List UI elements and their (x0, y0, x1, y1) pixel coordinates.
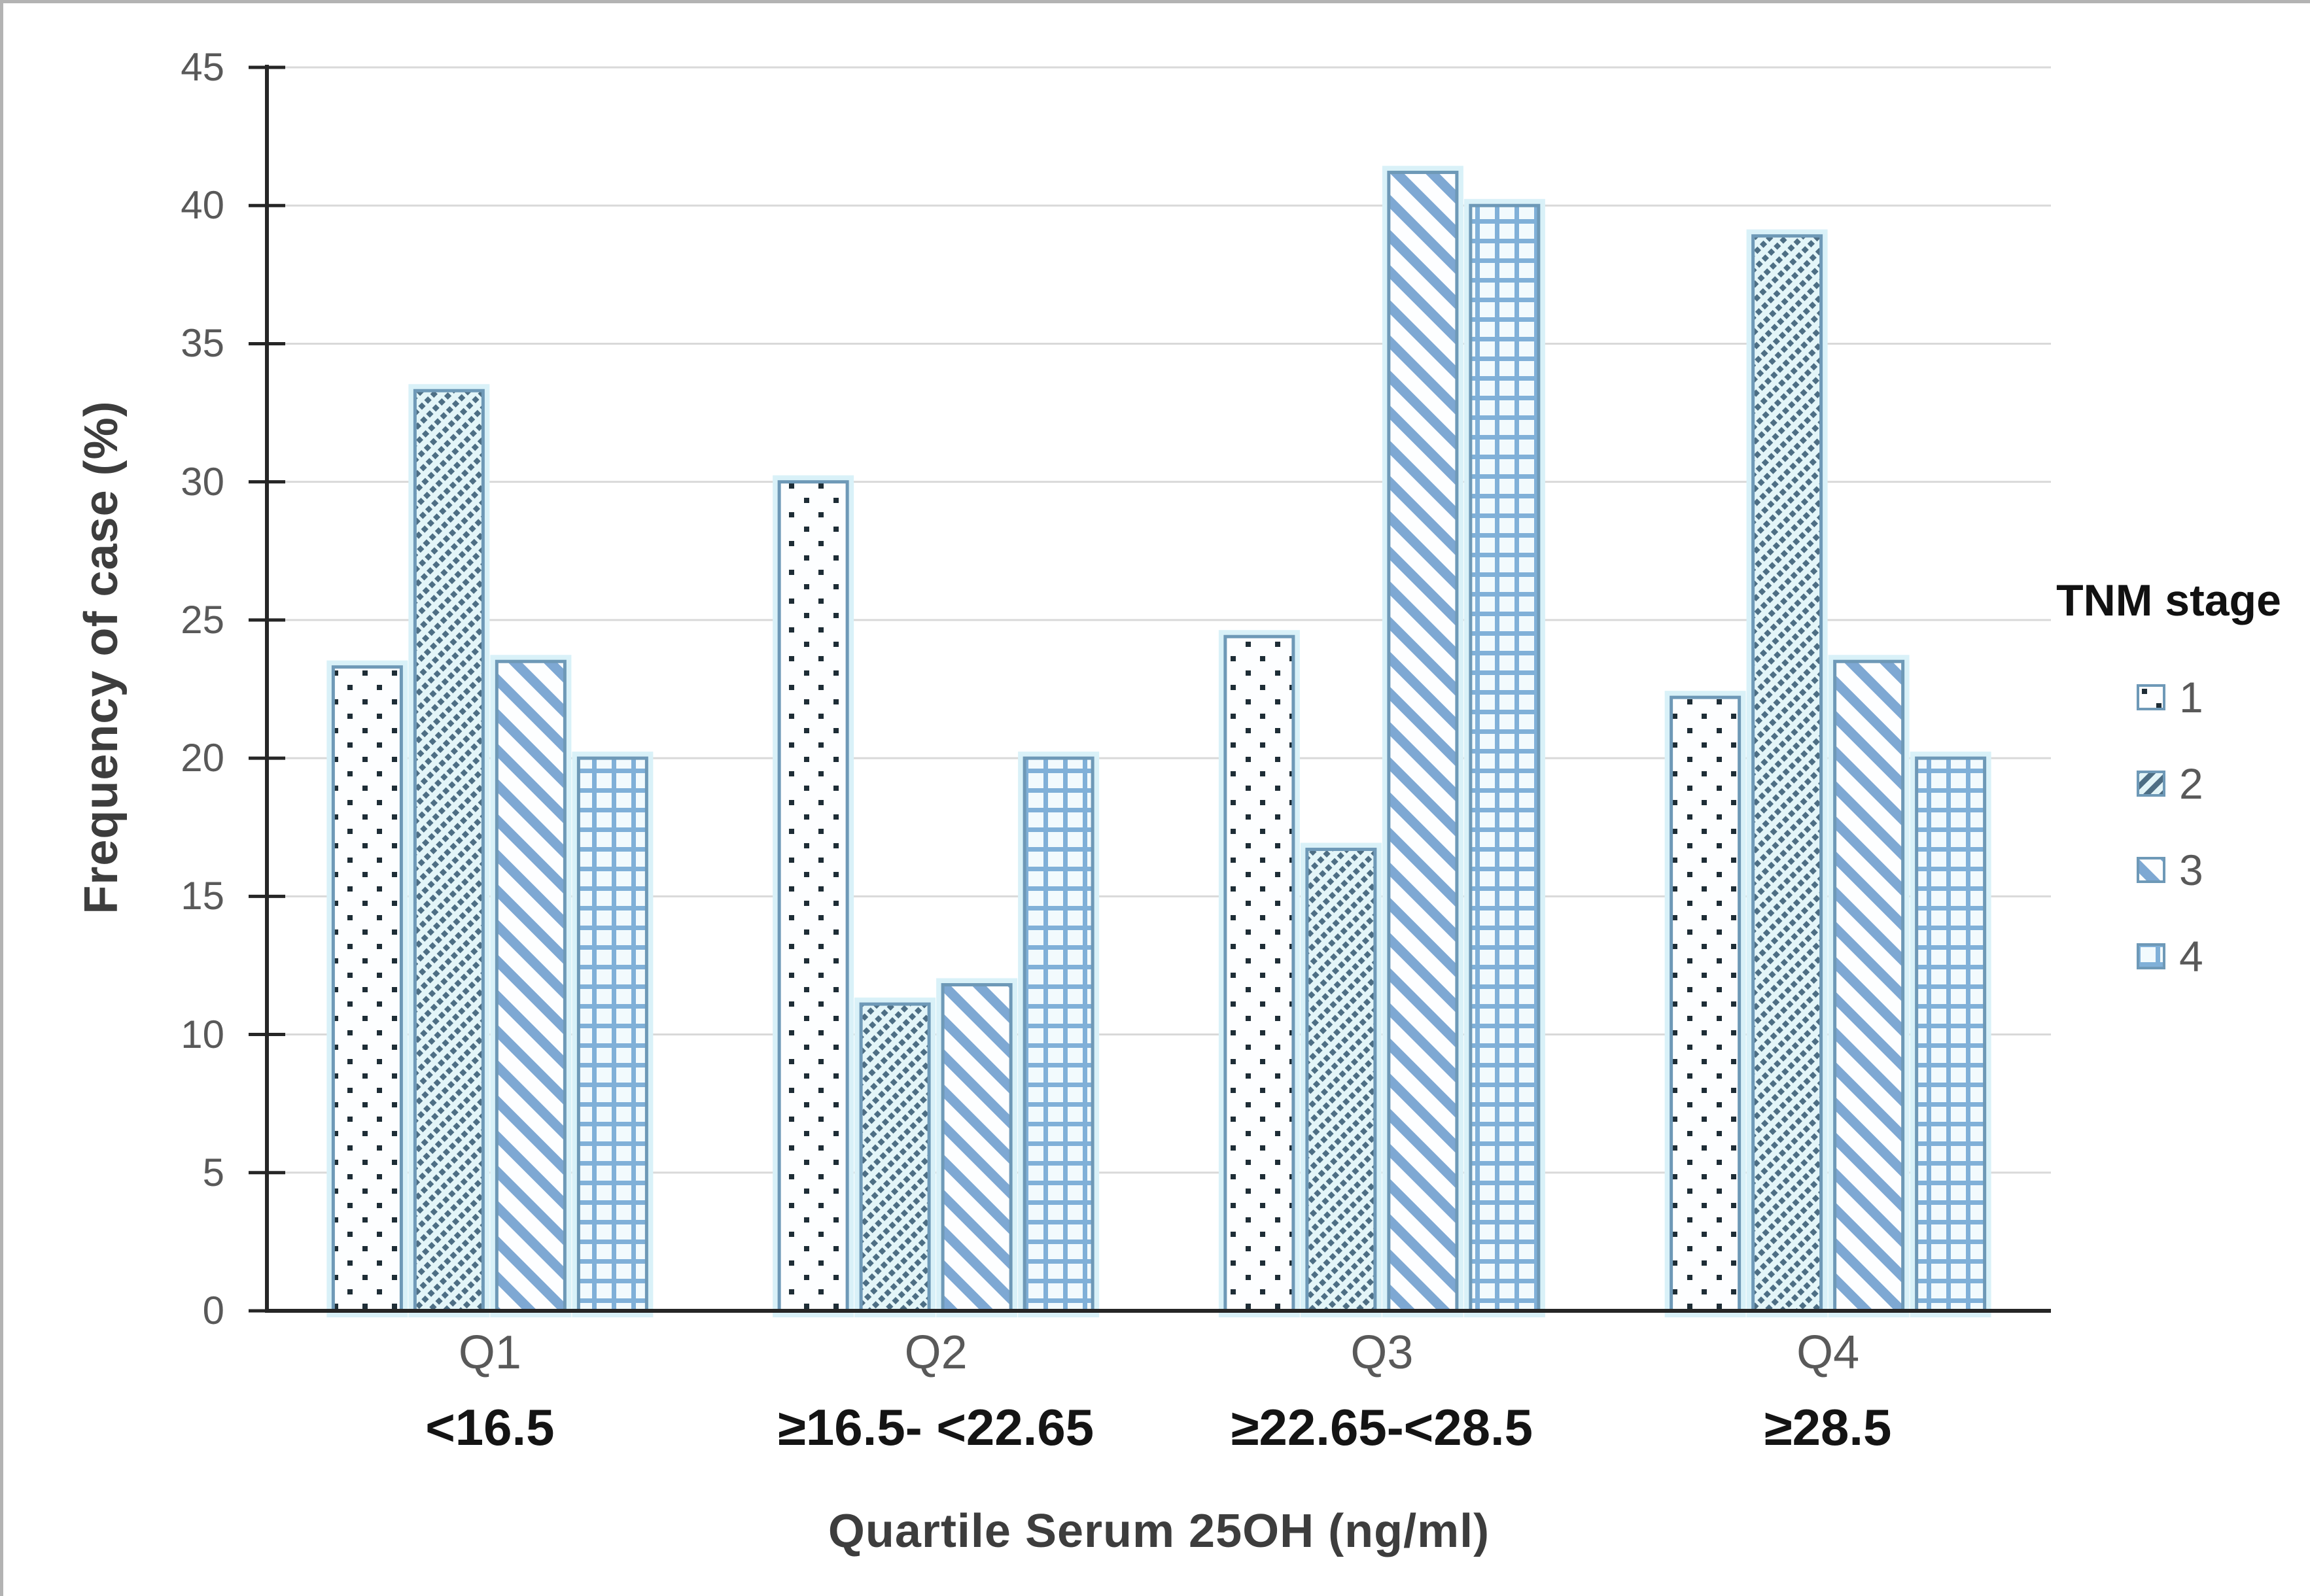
y-tick-label-15: 15 (181, 874, 224, 918)
legend-title: TNM stage (2056, 576, 2281, 625)
category-range-label-q4: ≥28.5 (1764, 1398, 1892, 1456)
y-tick-label-30: 30 (181, 459, 224, 504)
legend-item-label: 4 (2179, 932, 2203, 980)
y-tick-label-35: 35 (181, 321, 224, 366)
y-tick-label-10: 10 (181, 1012, 224, 1056)
legend-item-stage-2: 2 (2136, 759, 2306, 808)
category-label-q1: Q1 (458, 1327, 521, 1379)
bar-q4-stage-2 (1746, 229, 1828, 1317)
legend-item-stage-1: 1 (2136, 673, 2306, 721)
legend-swatch-icon (2137, 943, 2165, 969)
legend-swatch-icon (2137, 857, 2165, 883)
category-label-q4: Q4 (1796, 1327, 1860, 1379)
bar-q2-stage-1 (773, 475, 854, 1318)
bar-q2-stage-4 (1018, 752, 1100, 1317)
y-tick-label-45: 45 (181, 45, 224, 89)
bar-q4-stage-4 (1910, 752, 1991, 1317)
category-label-q3: Q3 (1350, 1327, 1414, 1379)
bar-q3-stage-4 (1463, 199, 1545, 1318)
bar-q4-stage-1 (1664, 691, 1746, 1317)
y-tick-label-20: 20 (181, 736, 224, 780)
bar-q1-stage-4 (572, 752, 654, 1317)
legend-item-label: 3 (2179, 846, 2203, 894)
bar-q3-stage-2 (1300, 842, 1382, 1318)
bar-q1-stage-1 (326, 660, 408, 1317)
category-label-q2: Q2 (904, 1327, 968, 1379)
legend-items: 1 2 3 4 (2031, 673, 2306, 980)
legend-item-stage-4: 4 (2136, 932, 2306, 980)
legend-item-stage-3: 3 (2136, 846, 2306, 894)
bar-q4-stage-3 (1828, 655, 1910, 1317)
bar-q2-stage-3 (936, 978, 1018, 1317)
category-range-label-q3: ≥22.65-<28.5 (1231, 1398, 1533, 1456)
bar-q3-stage-1 (1218, 630, 1300, 1317)
category-range-label-q2: ≥16.5- <22.65 (778, 1398, 1094, 1456)
y-tick-label-0: 0 (202, 1289, 224, 1332)
category-range-label-q1: <16.5 (425, 1398, 555, 1456)
bar-q1-stage-2 (408, 384, 490, 1317)
x-axis-title: Quartile Serum 25OH (ng/ml) (828, 1505, 1490, 1557)
bar-q2-stage-2 (854, 998, 936, 1317)
y-tick-label-40: 40 (181, 183, 224, 228)
legend-swatch-icon (2137, 684, 2165, 710)
legend: TNM stage 1 2 3 4 (2031, 574, 2306, 1028)
legend-swatch-icon (2137, 771, 2165, 797)
y-tick-label-25: 25 (181, 597, 224, 642)
legend-item-label: 1 (2179, 673, 2203, 721)
chart-canvas (249, 65, 2051, 1318)
y-tick-label-5: 5 (202, 1150, 224, 1194)
legend-item-label: 2 (2179, 759, 2203, 808)
bar-q1-stage-3 (490, 655, 572, 1317)
bar-q3-stage-3 (1382, 165, 1463, 1317)
